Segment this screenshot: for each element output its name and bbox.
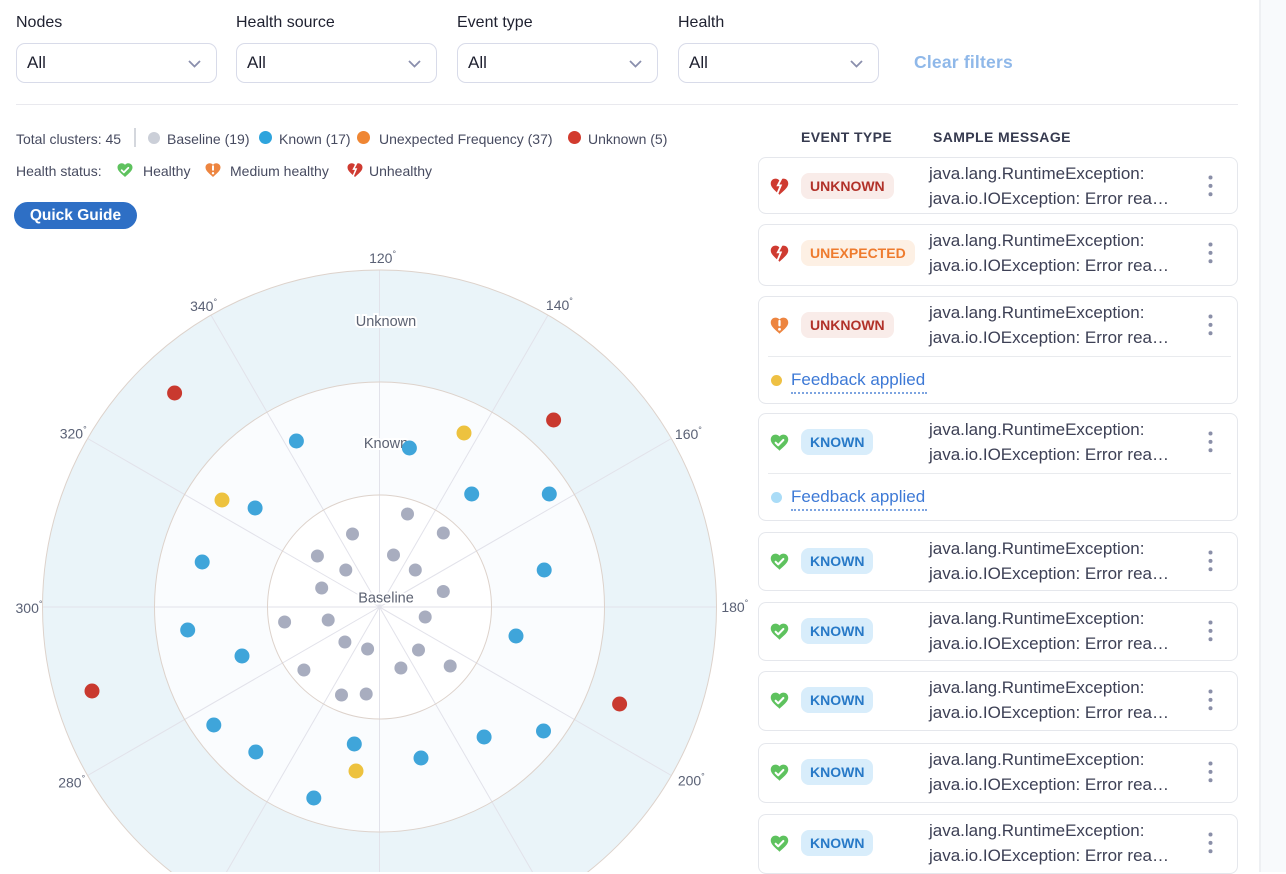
- svg-text:340°: 340°: [190, 297, 217, 314]
- svg-text:Baseline: Baseline: [358, 590, 414, 606]
- svg-text:Unknown: Unknown: [356, 314, 416, 330]
- svg-text:280°: 280°: [58, 774, 85, 791]
- svg-text:180°: 180°: [721, 598, 748, 615]
- svg-text:140°: 140°: [546, 296, 573, 313]
- svg-text:300°: 300°: [16, 599, 43, 616]
- svg-text:200°: 200°: [678, 771, 705, 788]
- svg-text:Known: Known: [364, 436, 408, 452]
- svg-text:120°: 120°: [369, 249, 396, 266]
- svg-text:320°: 320°: [60, 424, 87, 441]
- svg-text:160°: 160°: [675, 425, 702, 442]
